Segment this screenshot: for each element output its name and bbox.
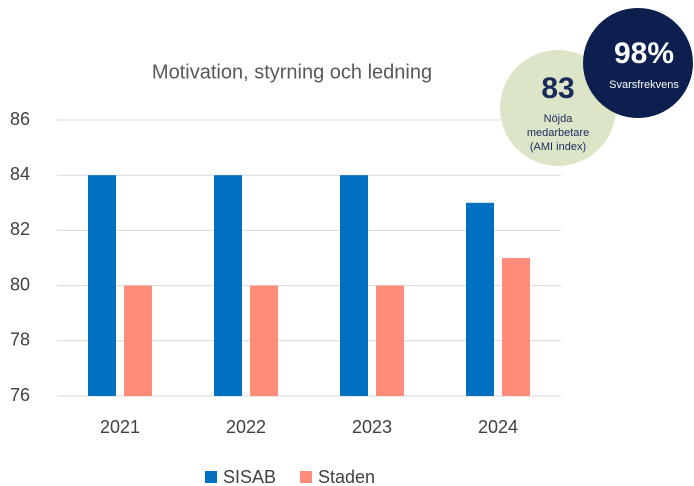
bar	[124, 285, 152, 396]
y-tick-label: 76	[10, 385, 30, 405]
badge-label: (AMI index)	[530, 141, 586, 153]
x-tick-label: 2021	[100, 417, 140, 437]
legend-swatch	[205, 471, 217, 483]
chart-title: Motivation, styrning och ledning	[152, 61, 432, 83]
bar	[214, 175, 242, 396]
bar	[502, 258, 530, 396]
legend-swatch	[300, 471, 312, 483]
x-tick-label: 2023	[352, 417, 392, 437]
bar	[340, 175, 368, 396]
legend-label: Staden	[318, 467, 375, 486]
bar	[466, 202, 494, 396]
y-tick-label: 78	[10, 330, 30, 350]
badge-value: 83	[541, 72, 574, 105]
bar	[250, 285, 278, 396]
bar	[376, 285, 404, 396]
bar	[88, 175, 116, 396]
x-tick-label: 2022	[226, 417, 266, 437]
y-tick-label: 86	[10, 109, 30, 129]
x-tick-label: 2024	[478, 417, 518, 437]
y-tick-label: 84	[10, 164, 30, 184]
y-tick-label: 82	[10, 219, 30, 239]
badge-label: Svarsfrekvens	[609, 79, 679, 91]
y-tick-label: 80	[10, 274, 30, 294]
badge-label: Nöjda	[544, 113, 574, 125]
badge-label: medarbetare	[527, 127, 589, 139]
badge-circle	[583, 8, 693, 118]
badge-value: 98%	[614, 37, 674, 70]
legend-label: SISAB	[223, 467, 276, 486]
